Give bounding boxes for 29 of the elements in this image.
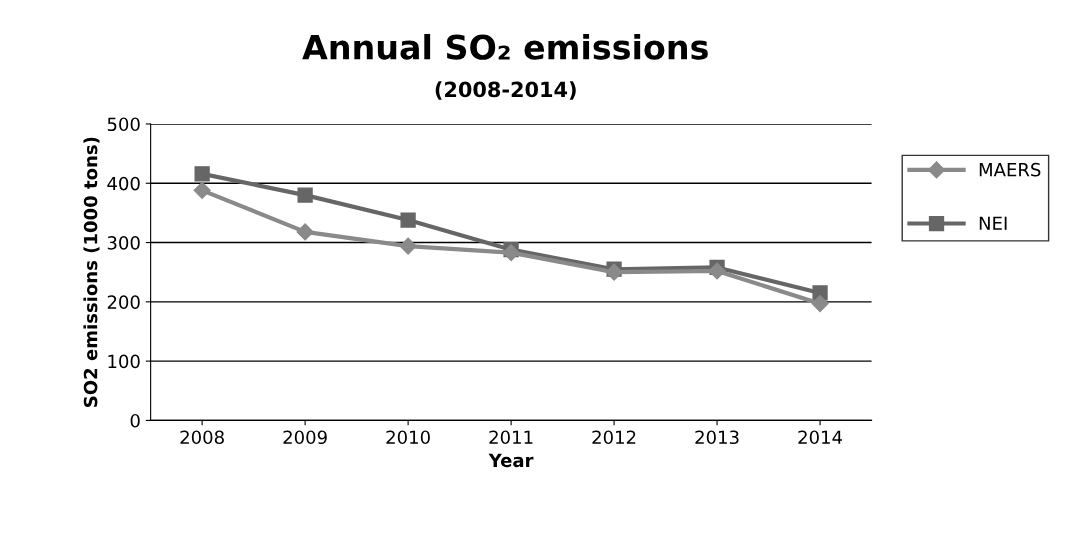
chart-title: Annual SO₂ emissions [302,33,708,60]
x-axis-title: Year [488,453,534,468]
legend-label: NEI [979,216,1007,230]
point [400,212,416,228]
x-tick-label: 2014 [798,430,843,445]
point [193,181,211,199]
point [605,263,623,281]
x-tick-label: 2008 [180,430,224,445]
point [296,223,314,241]
point [811,295,829,313]
y-tick-label: 500 [107,117,140,132]
y-tick-label: 100 [108,354,140,369]
x-tick-label: 2009 [283,430,327,445]
x-tick-label: 2010 [386,430,430,445]
y-tick-label: 400 [107,176,140,191]
point [297,187,313,203]
x-tick-label: 2011 [489,430,533,445]
y-tick-label: 200 [107,295,140,309]
x-tick-label: 2012 [592,430,636,445]
x-tick-label: 2013 [695,430,739,445]
y-tick-label: 0 [130,413,140,428]
legend-label: MAERS [979,162,1041,177]
chart-subtitle: (2008-2014) [435,81,576,100]
y-tick-label: 300 [107,236,140,250]
y-axis-title: SO2 emissions (1000 tons) [83,137,100,407]
point [502,244,520,262]
point [399,237,417,255]
point [708,262,726,280]
point [194,166,210,182]
